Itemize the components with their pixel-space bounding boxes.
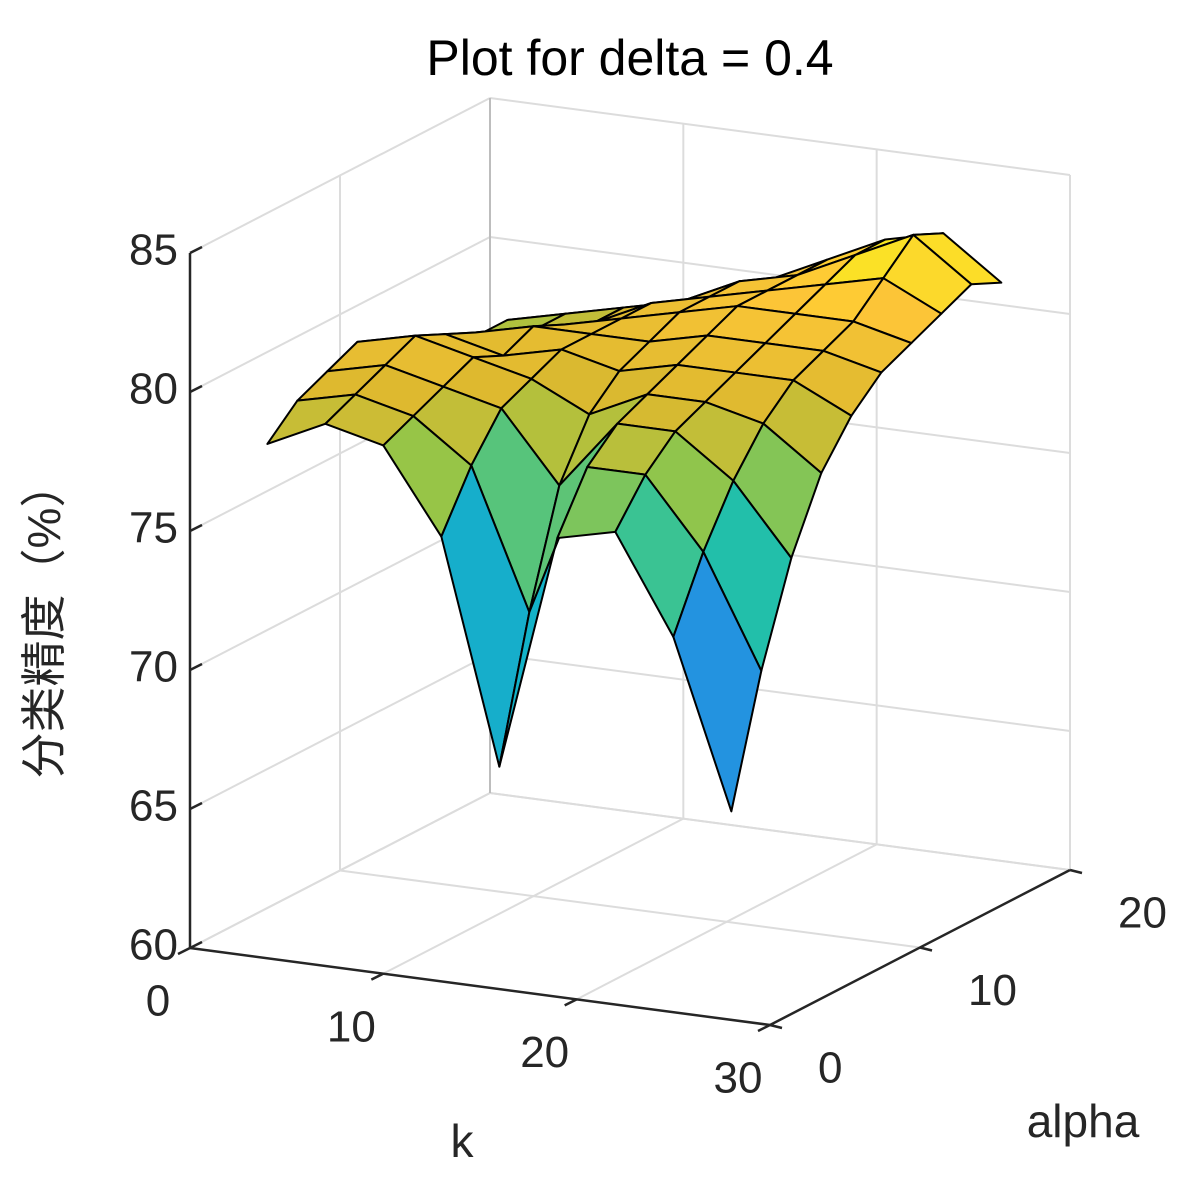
surface-face (672, 550, 763, 813)
x-tick-label: 20 (520, 1028, 569, 1077)
x-tick-label: 0 (146, 977, 170, 1026)
y-tick-label: 0 (818, 1044, 842, 1093)
grid-line (489, 792, 1071, 871)
z-tick-label: 60 (129, 921, 178, 970)
z-axis-label: 分类精度（%） (18, 462, 70, 779)
tick-mark (919, 946, 933, 952)
tick-mark (769, 1023, 783, 1030)
tick-mark (189, 662, 203, 672)
grid-line (339, 869, 921, 949)
z-tick-label: 85 (129, 226, 178, 275)
z-tick-label: 70 (129, 643, 178, 692)
tick-mark (189, 940, 203, 950)
grid-line (489, 97, 1071, 176)
tick-mark (757, 1023, 771, 1033)
tick-mark (189, 801, 203, 811)
tick-mark (370, 972, 384, 981)
tick-mark (189, 245, 203, 255)
y-tick-label: 10 (968, 966, 1017, 1015)
tick-mark (1069, 868, 1083, 875)
z-tick-label: 75 (129, 504, 178, 553)
grid-line (489, 653, 1071, 732)
tick-mark (564, 998, 578, 1007)
y-axis-label: alpha (1027, 1095, 1140, 1147)
tick-mark (177, 946, 191, 956)
z-tick-label: 65 (129, 782, 178, 831)
x-axis-label: k (451, 1115, 475, 1167)
tick-mark (189, 523, 203, 533)
x-axis (189, 946, 771, 1027)
tick-mark (189, 384, 203, 394)
y-tick-label: 20 (1118, 889, 1167, 938)
x-tick-label: 30 (714, 1054, 763, 1103)
z-tick-label: 80 (129, 365, 178, 414)
chart-title: Plot for delta = 0.4 (426, 30, 833, 86)
x-tick-label: 10 (327, 1002, 376, 1051)
